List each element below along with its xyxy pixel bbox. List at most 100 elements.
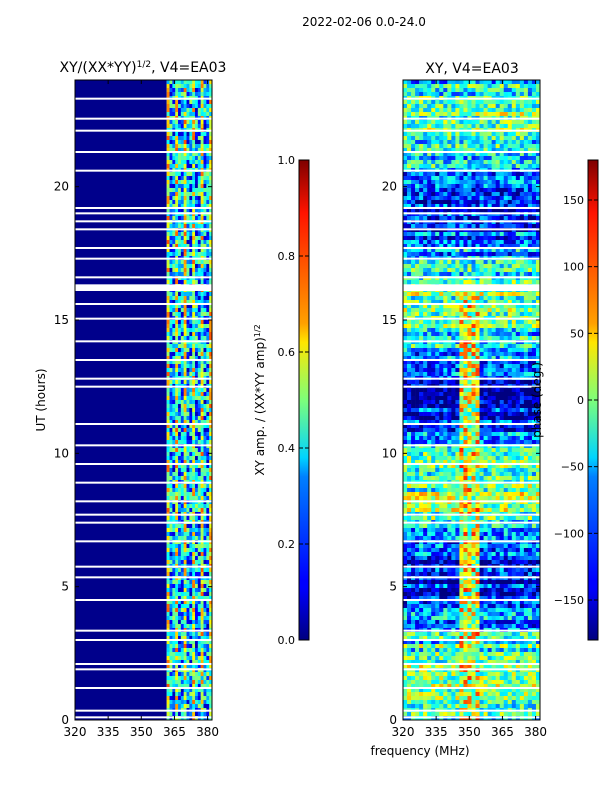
phase-axes: 320 335 350 365 380 0 5 10 15 20 [382, 79, 547, 739]
y-tick-label: 10 [54, 446, 69, 460]
flagged-row [75, 716, 212, 719]
amp-colorbar-ticks: 0.0 0.2 0.4 0.6 0.8 1.0 [278, 154, 309, 647]
y-tick-label: 5 [61, 580, 69, 594]
flagged-row [75, 463, 212, 465]
colorbar-tick-label: −150 [554, 594, 584, 607]
amp-colorbar [298, 159, 310, 641]
x-tick-label: 350 [130, 725, 153, 739]
x-tick-label: 320 [392, 725, 415, 739]
x-tick-label: 335 [97, 725, 120, 739]
flagged-row [403, 359, 540, 361]
colorbar-tick-label: 0.8 [278, 250, 296, 263]
flagged-row [403, 500, 540, 503]
flagged-row [75, 340, 212, 343]
flagged-row [75, 377, 212, 380]
flagged-row [403, 220, 540, 223]
flagged-row [75, 565, 212, 568]
colorbar-tick-label: 150 [563, 194, 584, 207]
flagged-row [75, 220, 212, 223]
flagged-row [75, 247, 212, 249]
flagged-row [403, 317, 540, 320]
x-tick-label: 365 [163, 725, 186, 739]
flagged-row [403, 481, 540, 484]
flagged-row [403, 117, 540, 120]
phase-plot-title: XY, V4=EA03 [425, 61, 519, 77]
flagged-row [75, 521, 212, 524]
flagged-row [75, 257, 212, 260]
x-tick-label: 350 [458, 725, 481, 739]
flagged-row [75, 668, 212, 671]
colorbar-tick-label: 0.0 [278, 634, 296, 647]
amp-plot-title: XY/(XX*YY)1/2, V4=EA03 [60, 60, 227, 76]
colorbar-tick-label: −100 [554, 527, 584, 540]
flagged-row [75, 151, 212, 153]
flagged-row [403, 257, 540, 260]
flagged-row [403, 668, 540, 671]
flagged-row [403, 639, 540, 641]
colorbar-tick-label: 0.4 [278, 442, 296, 455]
flagged-row [75, 500, 212, 503]
flagged-row [403, 377, 540, 380]
flagged-row [403, 565, 540, 568]
flagged-row [75, 317, 212, 320]
flagged-row [75, 709, 212, 712]
amp-y-label: UT (hours) [34, 368, 48, 431]
x-tick-label: 380 [524, 725, 547, 739]
phase-heatmap [403, 80, 541, 721]
colorbar-tick-label: −50 [561, 461, 584, 474]
flagged-row [403, 716, 540, 719]
x-tick-label: 320 [64, 725, 87, 739]
flagged-row [75, 284, 212, 289]
flagged-row [75, 97, 212, 100]
flagged-row [75, 540, 212, 543]
flagged-row [403, 540, 540, 543]
x-tick-label: 380 [196, 725, 219, 739]
colorbar-tick-label: 0.2 [278, 538, 296, 551]
y-tick-label: 0 [61, 713, 69, 727]
flagged-row [403, 97, 540, 100]
flagged-row [403, 287, 540, 291]
flagged-row [75, 599, 212, 601]
flagged-row [75, 169, 212, 172]
amp-low-region [75, 80, 167, 720]
flagged-row [75, 639, 212, 641]
flagged-row [75, 481, 212, 484]
frequency-x-label: frequency (MHz) [370, 744, 469, 758]
flagged-row [75, 576, 212, 579]
flagged-row [403, 169, 540, 172]
flagged-row [403, 444, 540, 447]
flagged-row [75, 228, 212, 231]
flagged-row [75, 207, 212, 209]
flagged-row [403, 463, 540, 465]
flagged-row [75, 513, 212, 516]
flagged-row [403, 385, 540, 388]
phase-colorbar-ticks: 150 100 50 0 −50 −100 −150 [554, 194, 598, 607]
flagged-row [403, 709, 540, 712]
flagged-row [75, 359, 212, 361]
flagged-row [75, 687, 212, 689]
flagged-row [403, 207, 540, 209]
flagged-row [75, 212, 212, 215]
flagged-row [75, 629, 212, 632]
flagged-row [403, 340, 540, 343]
flagged-row [403, 663, 540, 665]
flagged-row [403, 423, 540, 425]
colorbar-tick-label: 0 [577, 394, 584, 407]
x-tick-label: 335 [425, 725, 448, 739]
phase-colorbar-label: phase (deg.) [530, 362, 544, 438]
flagged-row [403, 629, 540, 632]
flagged-row [75, 663, 212, 665]
flagged-row [403, 228, 540, 231]
flagged-row [403, 129, 540, 132]
flagged-row [403, 284, 540, 289]
amp-colorbar-label: XY amp. / (XX*YY amp)1/2 [253, 324, 268, 475]
flagged-row [403, 513, 540, 516]
flagged-row [403, 521, 540, 524]
flagged-row [75, 303, 212, 305]
flagged-row [403, 599, 540, 601]
flagged-row [403, 687, 540, 689]
colorbar-tick-label: 0.6 [278, 346, 296, 359]
figure-title: 2022-02-06 0.0-24.0 [302, 15, 426, 29]
flagged-row [403, 303, 540, 305]
